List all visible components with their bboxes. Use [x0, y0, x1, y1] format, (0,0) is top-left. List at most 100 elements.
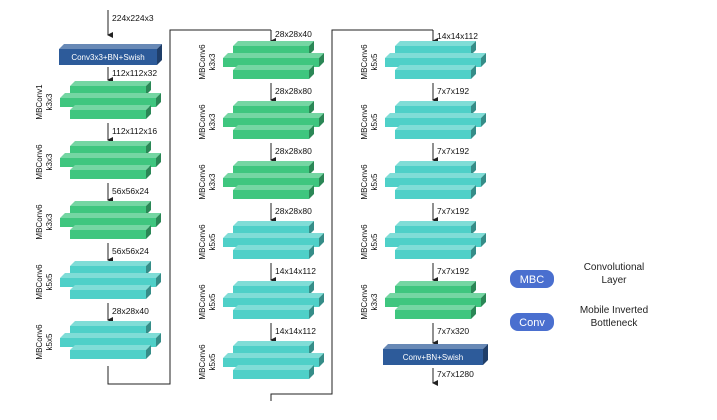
- legend-description-line: Bottleneck: [591, 318, 639, 329]
- block-kernel: k5x5: [370, 233, 379, 250]
- block-kernel: k3x3: [45, 93, 54, 110]
- block-name-label: MBConv6k5x5: [35, 324, 54, 360]
- mbconv-block: MBConv6k5x5: [360, 161, 486, 200]
- block-kernel: k5x5: [208, 233, 217, 250]
- block-name: MBConv6: [35, 324, 44, 360]
- block-name: MBConv6: [198, 284, 207, 320]
- mbconv-block: MBConv6k5x5: [360, 41, 486, 80]
- block-name: MBConv6: [198, 44, 207, 80]
- block-layer-top: [395, 221, 476, 235]
- block-layer-top: [233, 281, 314, 295]
- tensor-shape-label: 7x7x192: [437, 206, 469, 216]
- block-layer-bottom: [70, 225, 151, 239]
- block-layer-middle: [60, 153, 161, 167]
- conv-layer-label: Conv3x3+BN+Swish: [71, 53, 144, 62]
- block-layer-middle: [60, 213, 161, 227]
- block-kernel: k3x3: [208, 173, 217, 190]
- block-layer-middle: [223, 173, 324, 187]
- mbconv-block: MBConv6k5x5: [198, 281, 324, 320]
- legend-badge-label: MBC: [520, 274, 545, 286]
- block-layer-bottom: [395, 305, 476, 319]
- mbconv-block: MBConv6k5x5: [35, 261, 161, 300]
- block-layer-bottom: [233, 365, 314, 379]
- legend-badge: [510, 313, 554, 331]
- block-layer-top: [233, 41, 314, 55]
- legend-description: Mobile Inverted Bottleneck: [580, 305, 648, 329]
- block-kernel: k3x3: [45, 213, 54, 230]
- block-layer-bottom: [233, 65, 314, 79]
- block-kernel: k3x3: [370, 293, 379, 310]
- block-layer-top: [70, 321, 151, 335]
- column-1: 224x224x3 Conv3x3+BN+Swish 112x112x32 MBCon…: [35, 10, 162, 360]
- tensor-shape-label: 224x224x3: [112, 13, 154, 23]
- mbconv-block: MBConv6k3x3: [35, 201, 161, 240]
- tensor-shape-label: 56x56x24: [112, 186, 149, 196]
- legend-description-line: Layer: [601, 275, 627, 286]
- block-kernel: k5x5: [45, 273, 54, 290]
- block-layer-middle: [223, 353, 324, 367]
- block-layer-bottom: [395, 185, 476, 199]
- tensor-shape-label: 7x7x192: [437, 86, 469, 96]
- block-name: MBConv1: [35, 84, 44, 120]
- block-layer-middle: [385, 53, 486, 67]
- legend-badge: [510, 270, 554, 288]
- legend: MBC Convolutional Layer Conv Mobile Inverted…: [510, 262, 648, 331]
- block-kernel: k5x5: [370, 113, 379, 130]
- block-kernel: k5x5: [208, 353, 217, 370]
- block-layer-top: [395, 161, 476, 175]
- block-name: MBConv6: [35, 144, 44, 180]
- legend-item: Conv Mobile Inverted Bottleneck: [510, 305, 648, 331]
- block-kernel: k5x5: [45, 333, 54, 350]
- block-name-label: MBConv6k5x5: [198, 344, 217, 380]
- block-kernel: k3x3: [208, 53, 217, 70]
- block-name-label: MBConv6k5x5: [360, 44, 379, 80]
- tensor-shape-label: 112x112x32: [112, 68, 157, 78]
- block-name: MBConv6: [360, 44, 369, 80]
- block-layer-middle: [385, 113, 486, 127]
- mbconv-block: MBConv6k5x5: [198, 341, 324, 380]
- tensor-shape-label: 7x7x320: [437, 326, 469, 336]
- tensor-shape-label: 28x28x80: [275, 86, 312, 96]
- legend-badge-label: Conv: [519, 317, 545, 329]
- block-kernel: k5x5: [370, 173, 379, 190]
- block-layer-middle: [223, 53, 324, 67]
- block-layer-top: [233, 101, 314, 115]
- block-layer-top: [70, 201, 151, 215]
- tensor-shape-label: 14x14x112: [275, 326, 316, 336]
- block-name: MBConv6: [360, 224, 369, 260]
- column-3: 14x14x112MBConv6k5x57x7x192MBConv6k5x57x…: [360, 30, 488, 386]
- block-layer-bottom: [70, 285, 151, 299]
- block-name: MBConv6: [198, 224, 207, 260]
- block-layer-bottom: [395, 65, 476, 79]
- block-layer-middle: [385, 293, 486, 307]
- block-name: MBConv6: [35, 264, 44, 300]
- mbconv-block: MBConv6k5x5: [35, 321, 161, 360]
- legend-description-line: Mobile Inverted: [580, 305, 648, 316]
- block-name-label: MBConv6k3x3: [198, 44, 217, 80]
- block-name: MBConv6: [360, 284, 369, 320]
- block-layer-top: [233, 161, 314, 175]
- block-layer-middle: [385, 233, 486, 247]
- mbconv-block: MBConv6k5x5: [360, 221, 486, 260]
- block-name: MBConv6: [360, 164, 369, 200]
- block-name-label: MBConv6k5x5: [35, 264, 54, 300]
- block-layer-bottom: [233, 305, 314, 319]
- tensor-shape-label: 7x7x192: [437, 146, 469, 156]
- tensor-shape-label: 28x28x80: [275, 206, 312, 216]
- tensor-shape-label: 7x7x192: [437, 266, 469, 276]
- block-layer-middle: [223, 293, 324, 307]
- block-layer-top: [233, 221, 314, 235]
- block-name: MBConv6: [198, 164, 207, 200]
- block-layer-top: [70, 141, 151, 155]
- mbconv-block: MBConv6k3x3: [198, 41, 324, 80]
- tensor-shape-label: 14x14x112: [437, 31, 478, 41]
- block-kernel: k3x3: [208, 113, 217, 130]
- tensor-shape-label: 112x112x16: [112, 126, 157, 136]
- block-kernel: k3x3: [45, 153, 54, 170]
- block-layer-middle: [60, 273, 161, 287]
- block-layer-top: [70, 81, 151, 95]
- column-2: 28x28x40MBConv6k3x328x28x80MBConv6k3x328…: [198, 29, 324, 380]
- tensor-shape-label: 28x28x40: [275, 29, 312, 39]
- tensor-shape-label: 56x56x24: [112, 246, 149, 256]
- conv-layer-slab: [383, 344, 488, 365]
